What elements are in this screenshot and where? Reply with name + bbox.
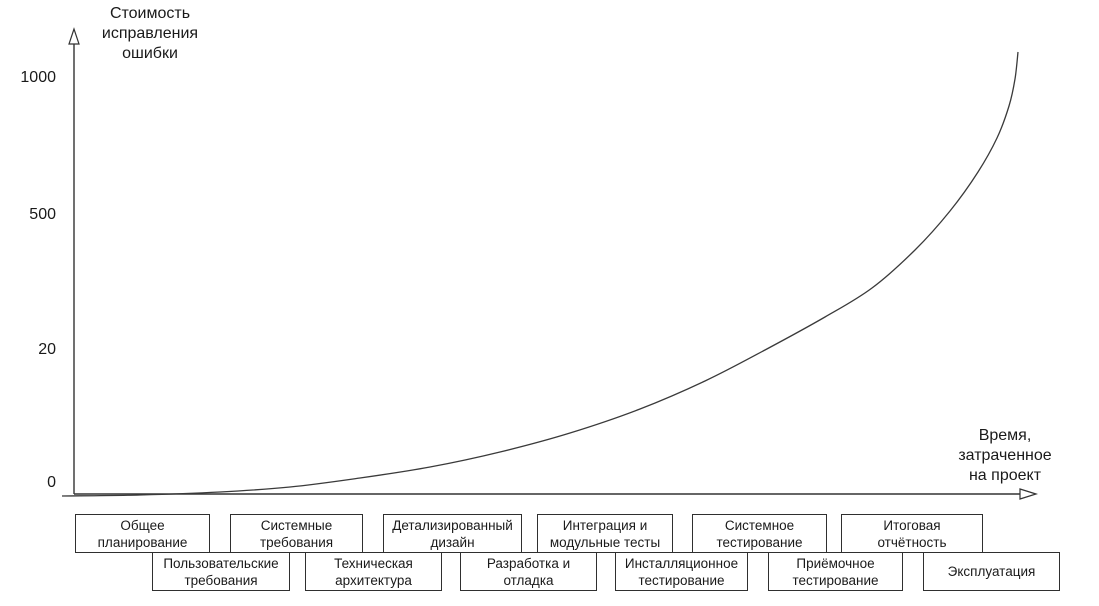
x-axis-title: Время, затраченное на проект (958, 427, 1052, 484)
phase-box-row2: Инсталляционное тестирование (615, 552, 748, 591)
y-tick-label-0: 0 (47, 474, 56, 491)
y-axis-arrowhead-icon (68, 27, 80, 45)
x-axis-arrowhead-icon (1019, 488, 1039, 500)
phase-box-row2: Пользовательские требования (152, 552, 290, 591)
y-tick-label-500: 500 (29, 206, 56, 223)
phase-box-row1: Итоговая отчётность (841, 514, 983, 553)
phase-box-row1: Детализированный дизайн (383, 514, 522, 553)
y-tick-label-1000: 1000 (20, 69, 56, 86)
y-tick-label-20: 20 (38, 341, 56, 358)
phase-box-row2: Техническая архитектура (305, 552, 442, 591)
phase-box-row2: Приёмочное тестирование (768, 552, 903, 591)
phase-box-row1: Интеграция и модульные тесты (537, 514, 673, 553)
phase-box-row2: Разработка и отладка (460, 552, 597, 591)
phase-box-row1: Системное тестирование (692, 514, 827, 553)
phase-box-row1: Системные требования (230, 514, 363, 553)
phase-box-row1: Общее планирование (75, 514, 210, 553)
phase-box-row2: Эксплуатация (923, 552, 1060, 591)
y-axis-title: Стоимость исправления ошибки (101, 5, 199, 62)
cost-curve (61, 51, 1019, 497)
